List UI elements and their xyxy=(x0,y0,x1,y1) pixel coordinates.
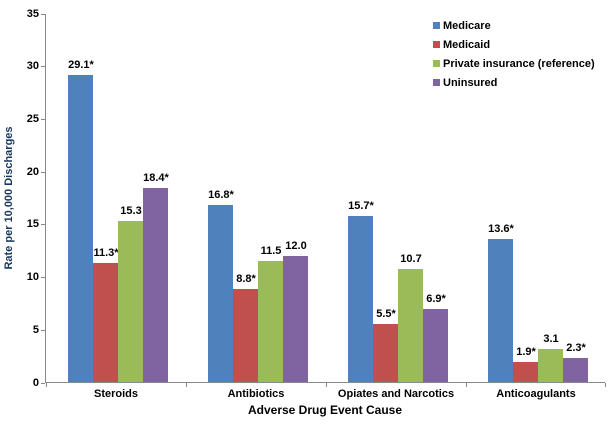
legend: Medicare Medicaid Private insurance (refer… xyxy=(433,16,595,92)
bar-medicaid-anticoagulants xyxy=(513,361,538,382)
legend-label: Medicaid xyxy=(443,38,491,51)
bar-value-label: 2.3* xyxy=(566,341,586,354)
bar-medicare-steroids xyxy=(68,75,93,382)
bar-uninsured-antibiotics xyxy=(283,255,308,382)
bar-medicare-anticoagulants xyxy=(488,238,513,382)
bar-value-label: 10.7 xyxy=(400,253,422,266)
y-tick-mark xyxy=(41,329,45,331)
bar-medicaid-antibiotics xyxy=(233,289,258,382)
category-label-steroids: Steroids xyxy=(93,388,138,400)
category-group-opiates-and-narcotics: 15.7* 5.5* 10.7 6.9* xyxy=(326,13,466,382)
x-tick-mark xyxy=(186,383,187,387)
y-tick-mark xyxy=(41,13,45,15)
category-group-anticoagulants: 13.6* 1.9* 3.1 2.3* xyxy=(466,13,606,382)
y-tick-mark xyxy=(41,277,45,279)
bar-uninsured-anticoagulants xyxy=(563,357,588,382)
y-tick-mark xyxy=(41,171,45,173)
bar-value-label: 29.1* xyxy=(68,59,94,72)
legend-item-private-insurance-reference: Private insurance (reference) xyxy=(433,54,595,73)
bar-value-label: 11.3* xyxy=(93,246,119,259)
y-axis-tick-label: 10 xyxy=(26,271,39,284)
bar-medicaid-steroids xyxy=(93,262,118,382)
bar-value-label: 12.0 xyxy=(285,239,307,252)
y-tick-mark xyxy=(41,118,45,120)
bar-value-label: 13.6* xyxy=(488,222,514,235)
bar-medicare-opiates-and-narcotics xyxy=(348,216,373,382)
y-axis-title: Rate per 10,000 Discharges xyxy=(3,126,15,270)
y-axis-tick-label: 30 xyxy=(26,60,39,73)
legend-label: Private insurance (reference) xyxy=(443,57,595,70)
legend-swatch-medicaid xyxy=(433,41,440,48)
bar-value-label: 11.5 xyxy=(260,244,282,257)
y-axis-tick-label: 35 xyxy=(26,7,39,20)
category-label-anticoagulants: Anticoagulants xyxy=(496,388,576,400)
y-tick-mark xyxy=(41,66,45,68)
bar-uninsured-steroids xyxy=(143,188,168,382)
bar-value-label: 1.9* xyxy=(516,345,536,358)
x-axis-title: Adverse Drug Event Cause xyxy=(247,403,403,417)
y-axis-tick-label: 25 xyxy=(26,112,39,125)
bar-value-label: 6.9* xyxy=(426,293,446,306)
legend-swatch-medicare xyxy=(433,22,440,29)
bar-private-insurance-reference-antibiotics xyxy=(258,260,283,382)
y-tick-mark xyxy=(41,382,45,384)
bar-value-label: 5.5* xyxy=(376,308,396,321)
y-axis-tick-label: 0 xyxy=(32,376,39,389)
legend-swatch-uninsured xyxy=(433,79,440,86)
bar-private-insurance-reference-opiates-and-narcotics xyxy=(398,269,423,382)
y-tick-mark xyxy=(41,224,45,226)
bar-value-label: 15.7* xyxy=(348,200,374,213)
bar-private-insurance-reference-steroids xyxy=(118,220,143,382)
bar-value-label: 18.4* xyxy=(143,172,169,185)
legend-item-medicaid: Medicaid xyxy=(433,35,595,54)
legend-label: Medicare xyxy=(443,19,491,32)
bar-medicaid-opiates-and-narcotics xyxy=(373,324,398,382)
category-group-antibiotics: 16.8* 8.8* 11.5 12.0 xyxy=(186,13,326,382)
y-axis-tick-label: 15 xyxy=(26,218,39,231)
legend-item-uninsured: Uninsured xyxy=(433,73,595,92)
bar-value-label: 3.1 xyxy=(543,333,559,346)
legend-item-medicare: Medicare xyxy=(433,16,595,35)
x-tick-mark xyxy=(46,383,47,387)
bar-private-insurance-reference-anticoagulants xyxy=(538,349,563,382)
x-tick-mark xyxy=(605,383,606,387)
x-tick-mark xyxy=(466,383,467,387)
y-axis-tick-label: 5 xyxy=(32,323,39,336)
x-tick-mark xyxy=(326,383,327,387)
bar-uninsured-opiates-and-narcotics xyxy=(423,309,448,382)
category-label-opiates-and-narcotics: Opiates and Narcotics xyxy=(337,388,455,400)
legend-label: Uninsured xyxy=(443,76,498,89)
y-axis-tick-label: 20 xyxy=(26,165,39,178)
category-label-antibiotics: Antibiotics xyxy=(227,388,285,400)
category-group-steroids: 29.1* 11.3* 15.3 18.4* xyxy=(46,13,186,382)
legend-swatch-private-insurance-reference xyxy=(433,60,440,67)
bar-value-label: 16.8* xyxy=(208,188,234,201)
bar-value-label: 8.8* xyxy=(236,273,256,286)
plot-area: 0 5 10 15 20 25 30 35 29.1* 11.3* 15.3 18.4* Steroid… xyxy=(27,8,606,400)
bar-medicare-antibiotics xyxy=(208,204,233,382)
bar-value-label: 15.3 xyxy=(120,204,142,217)
